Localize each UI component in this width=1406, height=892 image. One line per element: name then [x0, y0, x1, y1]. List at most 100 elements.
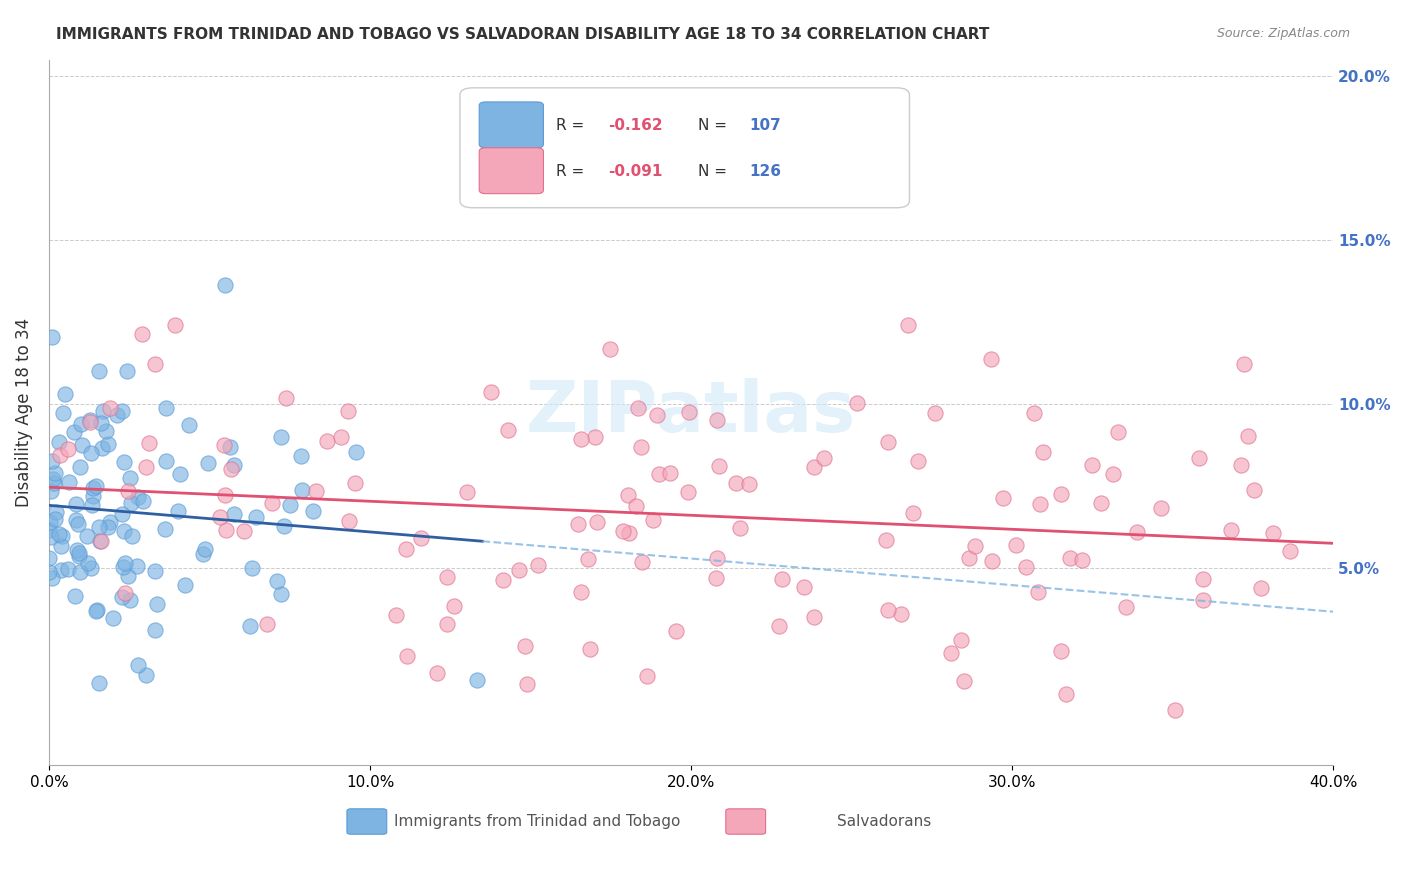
Point: [991, 491, 1014, 505]
Point: [112, 524, 135, 539]
Point: [39, 483, 62, 498]
Point: [86, 602, 108, 616]
Point: [290, 449, 312, 463]
Point: [69, 565, 91, 579]
Point: [676, 485, 699, 500]
Point: [1237, 429, 1260, 443]
Point: [496, 423, 519, 437]
Point: [953, 673, 976, 688]
Point: [903, 506, 925, 520]
Point: [492, 573, 515, 587]
Point: [89, 534, 111, 549]
Point: [270, 430, 292, 444]
Point: [76, 529, 98, 543]
Point: [44, 511, 66, 525]
Point: [527, 558, 550, 572]
Point: [215, 523, 238, 537]
Point: [105, 408, 128, 422]
Point: [266, 574, 288, 588]
Point: [79, 415, 101, 429]
Point: [630, 555, 652, 569]
Point: [82, 489, 104, 503]
Point: [648, 467, 671, 481]
Point: [337, 514, 360, 528]
Point: [385, 607, 408, 622]
Point: [465, 673, 488, 688]
Point: [579, 642, 602, 657]
Point: [576, 552, 599, 566]
Point: [965, 539, 987, 553]
Point: [121, 529, 143, 543]
Point: [39, 515, 62, 529]
Point: [1050, 644, 1073, 658]
Point: [411, 531, 433, 545]
Point: [219, 462, 242, 476]
Point: [924, 406, 946, 420]
Point: [1102, 467, 1125, 482]
Point: [117, 483, 139, 498]
Point: [890, 607, 912, 621]
Point: [90, 416, 112, 430]
Point: [93, 403, 115, 417]
Point: [273, 518, 295, 533]
Point: [69, 417, 91, 432]
Point: [56, 562, 79, 576]
Point: [41, 330, 63, 344]
Point: [66, 516, 89, 531]
Point: [62, 425, 84, 440]
Point: [103, 611, 125, 625]
Point: [630, 440, 652, 454]
FancyBboxPatch shape: [460, 87, 910, 208]
Point: [98, 516, 121, 530]
Point: [131, 327, 153, 342]
FancyBboxPatch shape: [479, 148, 544, 194]
Point: [876, 434, 898, 449]
Point: [508, 563, 530, 577]
Point: [981, 554, 1004, 568]
Point: [846, 395, 869, 409]
Point: [728, 521, 751, 535]
Point: [91, 441, 114, 455]
Point: [583, 430, 606, 444]
Point: [1192, 572, 1215, 586]
Point: [941, 646, 963, 660]
Point: [1054, 687, 1077, 701]
Point: [1243, 483, 1265, 498]
Point: [1081, 458, 1104, 472]
Point: [957, 551, 980, 566]
Point: [1059, 551, 1081, 566]
Point: [143, 357, 166, 371]
Point: [627, 401, 650, 416]
Point: [950, 632, 973, 647]
Point: [1219, 523, 1241, 537]
Point: [616, 488, 638, 502]
Point: [877, 603, 900, 617]
Point: [49, 563, 72, 577]
Point: [793, 580, 815, 594]
Point: [42, 472, 65, 486]
Point: [329, 430, 352, 444]
Point: [426, 665, 449, 680]
Point: [875, 533, 897, 547]
Y-axis label: Disability Age 18 to 34: Disability Age 18 to 34: [15, 318, 32, 507]
Point: [641, 513, 664, 527]
Point: [135, 460, 157, 475]
Point: [1004, 538, 1026, 552]
Point: [1278, 544, 1301, 558]
Point: [125, 559, 148, 574]
Point: [803, 460, 825, 475]
Point: [222, 458, 245, 472]
Point: [567, 516, 589, 531]
Point: [82, 481, 104, 495]
Point: [94, 424, 117, 438]
Point: [224, 507, 246, 521]
Point: [51, 529, 73, 543]
Point: [1261, 525, 1284, 540]
Point: [82, 498, 104, 512]
Point: [143, 624, 166, 638]
Point: [706, 412, 728, 426]
Point: [117, 568, 139, 582]
Point: [98, 401, 121, 415]
Text: N =: N =: [697, 163, 731, 178]
Point: [599, 342, 621, 356]
